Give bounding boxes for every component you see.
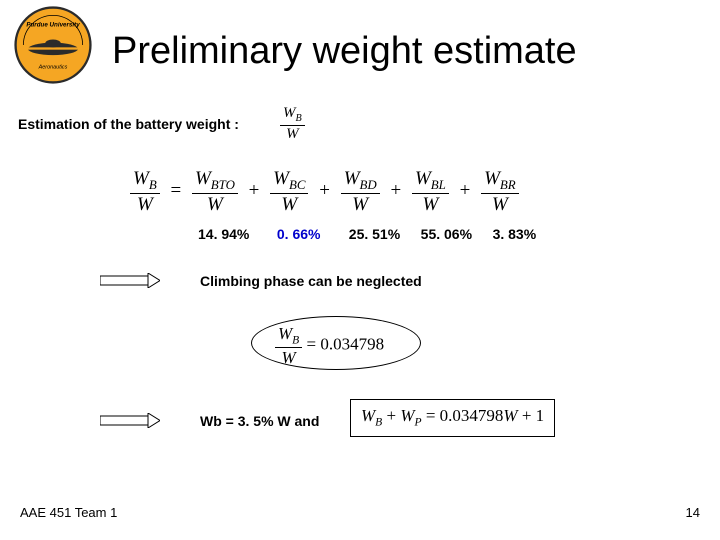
arrow-icon — [100, 413, 160, 428]
page-number: 14 — [686, 505, 700, 520]
pct-bto: 14. 94% — [198, 226, 273, 242]
footer-team: AAE 451 Team 1 — [20, 505, 117, 520]
arrow-icon — [100, 273, 160, 288]
eq2-value: 0.034798 — [320, 335, 384, 354]
main-equation: WBW = WBTOW + WBCW + WBDW + WBLW + WBRW — [130, 168, 519, 216]
slide-title: Preliminary weight estimate — [112, 30, 577, 73]
svg-text:Purdue University: Purdue University — [26, 21, 80, 28]
percentage-row: 14. 94% 0. 66% 25. 51% 55. 06% 3. 83% — [198, 226, 553, 242]
svg-text:Aeronautics: Aeronautics — [38, 64, 68, 70]
note-climbing: Climbing phase can be neglected — [200, 273, 422, 289]
pct-bl: 55. 06% — [421, 226, 489, 242]
boxed-equation: WB + WP = 0.034798W + 1 — [350, 399, 555, 437]
pct-br: 3. 83% — [493, 226, 553, 242]
pct-bd: 25. 51% — [349, 226, 417, 242]
purdue-logo: Purdue University Aeronautics — [14, 6, 92, 84]
subtitle-fraction: WBW — [280, 105, 305, 143]
note-wb: Wb = 3. 5% W and — [200, 413, 319, 429]
eq3-coeff: 0.034798 — [440, 406, 504, 425]
result-equation: WBW = 0.034798 — [275, 324, 384, 367]
subtitle: Estimation of the battery weight : — [18, 116, 239, 132]
pct-bc: 0. 66% — [277, 226, 345, 242]
